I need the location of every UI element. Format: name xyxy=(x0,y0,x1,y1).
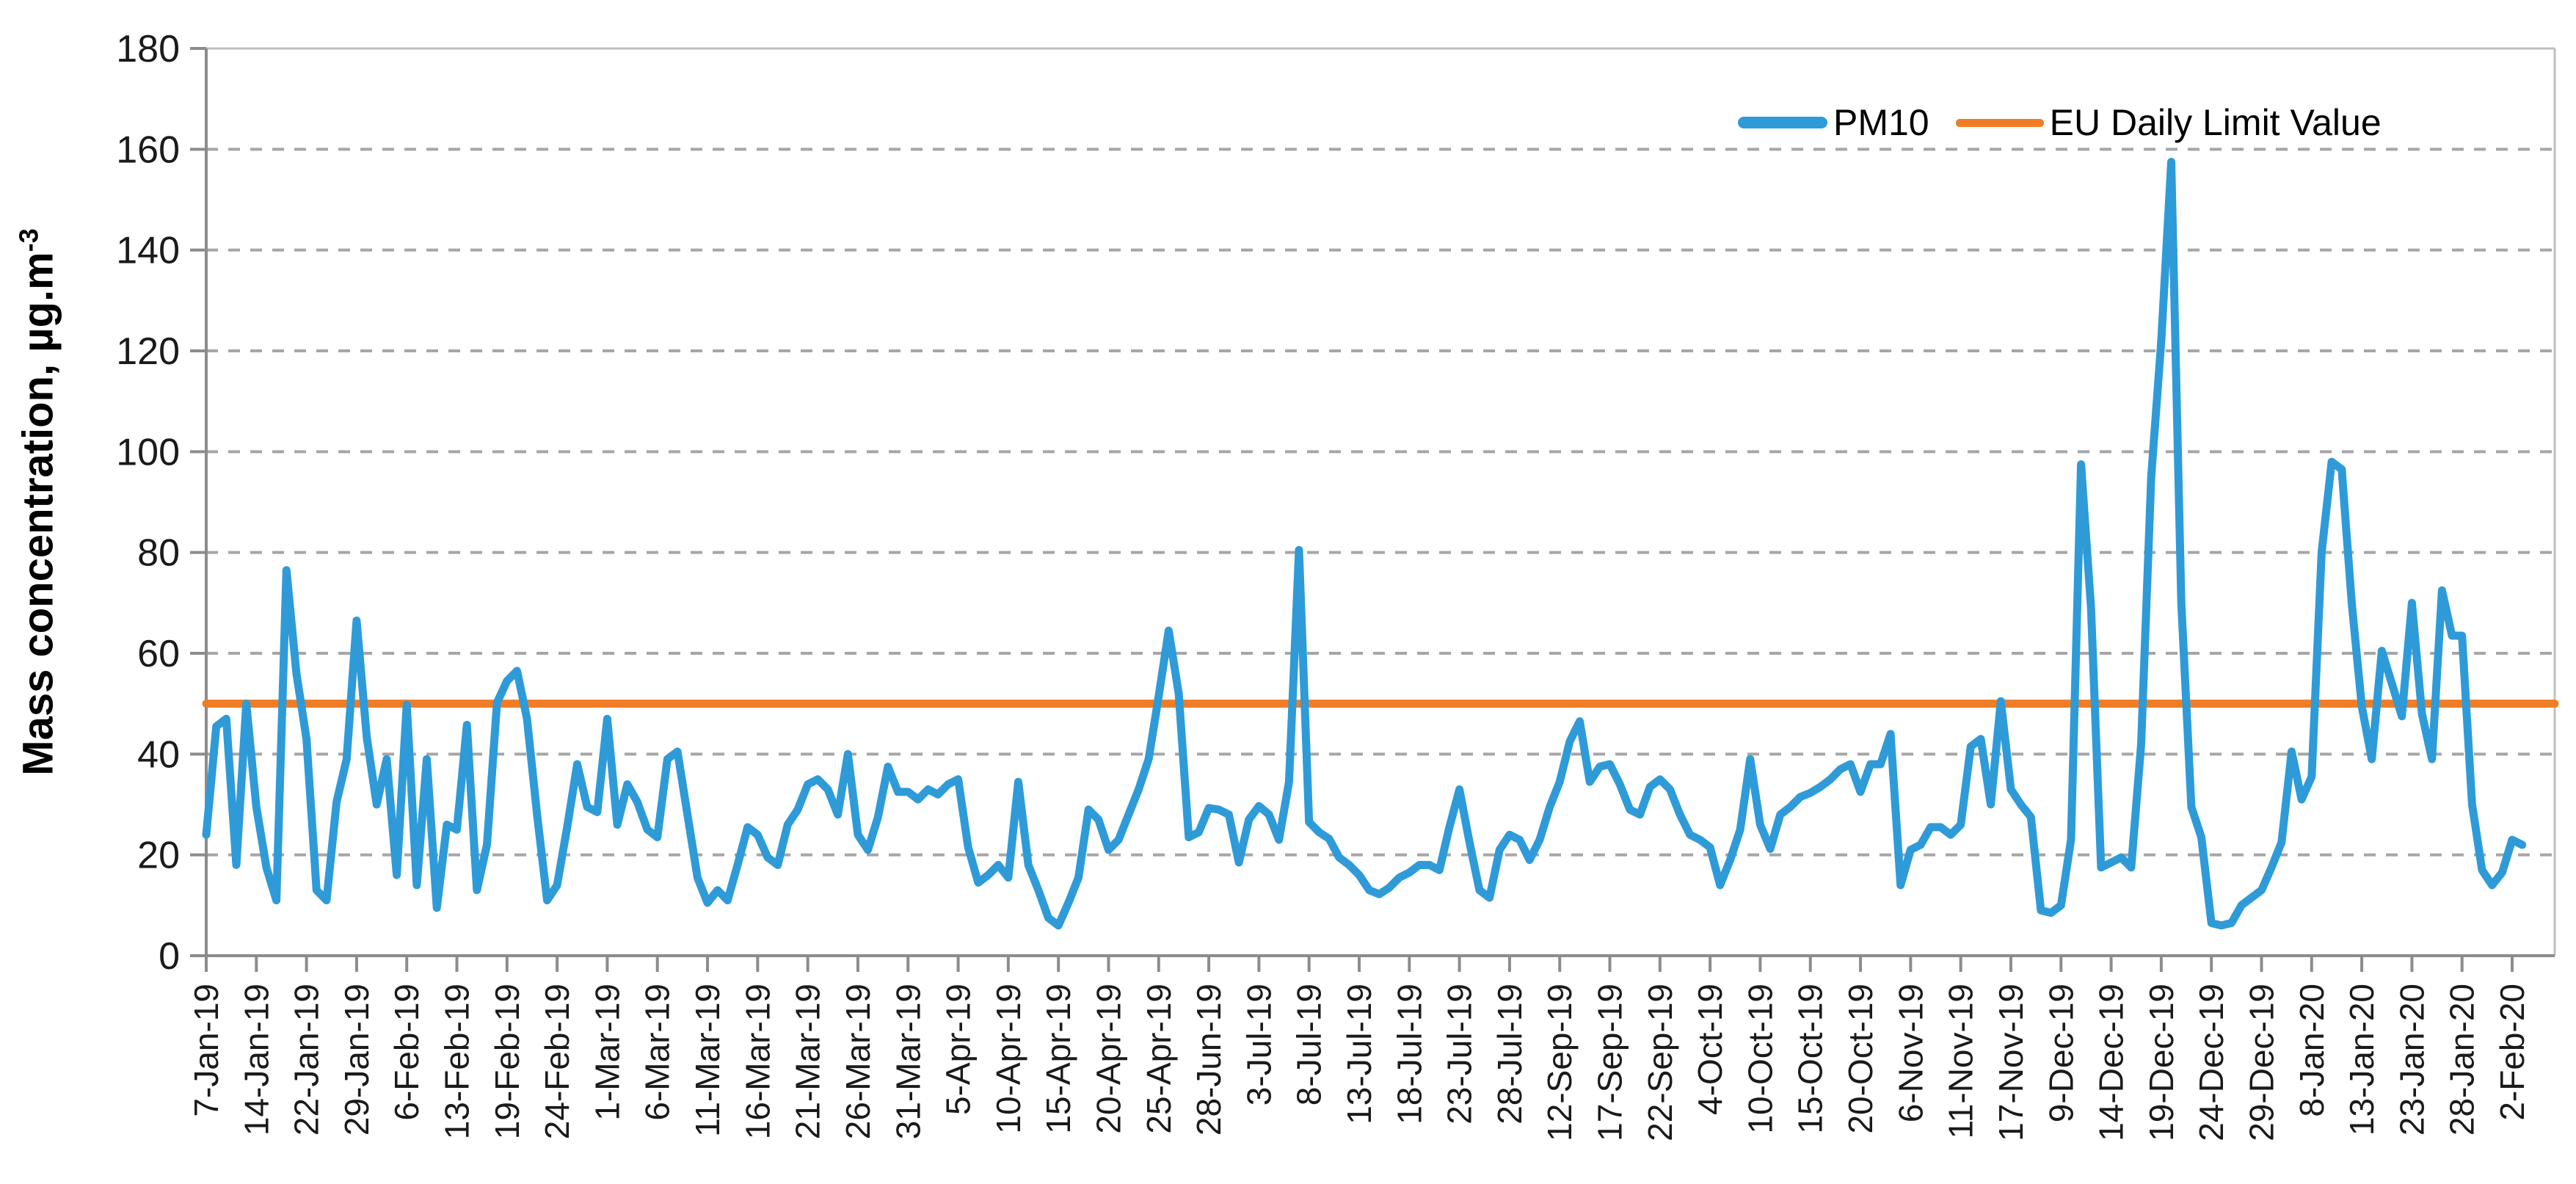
y-tick-label: 20 xyxy=(137,835,180,877)
eu-limit-line-swatch-icon xyxy=(1955,118,2044,127)
y-tick-label: 80 xyxy=(137,532,180,575)
x-tick-label: 29-Jan-19 xyxy=(338,984,376,1136)
x-tick-label: 24-Feb-19 xyxy=(538,984,576,1139)
x-tick-label: 15-Oct-19 xyxy=(1791,984,1830,1134)
pm10-series-line xyxy=(202,158,2527,930)
x-tick-label: 22-Sep-19 xyxy=(1641,984,1679,1141)
x-tick-label: 15-Apr-19 xyxy=(1039,984,1077,1134)
legend-label-eu-limit: EU Daily Limit Value xyxy=(2049,102,2382,143)
x-tick-label: 5-Apr-19 xyxy=(939,984,978,1115)
x-tick-label: 17-Sep-19 xyxy=(1591,984,1629,1141)
legend-item-eu-limit: EU Daily Limit Value xyxy=(1955,101,2382,144)
y-axis-title-text: Mass concentration, µg.m xyxy=(14,252,62,776)
x-tick-label: 20-Oct-19 xyxy=(1841,984,1880,1134)
x-tick-label: 16-Mar-19 xyxy=(738,984,776,1139)
x-tick-label: 9-Dec-19 xyxy=(2042,984,2080,1122)
x-tick-label: 6-Feb-19 xyxy=(388,984,426,1121)
x-tick-label: 23-Jul-19 xyxy=(1441,984,1479,1125)
y-axis-title-superscript: -3 xyxy=(13,228,44,253)
legend-label-pm10: PM10 xyxy=(1833,102,1929,143)
legend: PM10 EU Daily Limit Value xyxy=(1738,101,2382,144)
x-tick-label: 14-Jan-19 xyxy=(237,984,275,1136)
x-tick-label: 29-Dec-19 xyxy=(2242,984,2280,1141)
x-tick-label: 13-Jan-20 xyxy=(2343,984,2381,1136)
x-tick-label: 28-Jun-19 xyxy=(1190,984,1228,1136)
x-tick-label: 18-Jul-19 xyxy=(1390,984,1428,1125)
y-tick-label: 120 xyxy=(116,330,180,373)
x-tick-label: 1-Mar-19 xyxy=(588,984,626,1121)
x-tick-label: 12-Sep-19 xyxy=(1540,984,1579,1141)
x-tick-label: 31-Mar-19 xyxy=(889,984,927,1139)
x-tick-label: 8-Jan-20 xyxy=(2293,984,2331,1117)
x-tick-label: 25-Apr-19 xyxy=(1140,984,1178,1134)
x-tick-label: 6-Nov-19 xyxy=(1891,984,1929,1122)
y-tick-label: 180 xyxy=(116,28,180,70)
x-tick-label: 3-Jul-19 xyxy=(1240,984,1278,1105)
x-tick-label: 23-Jan-20 xyxy=(2393,984,2431,1136)
y-tick-label: 100 xyxy=(116,431,180,473)
y-axis-title: Mass concentration, µg.m-3 xyxy=(13,228,62,775)
x-tick-label: 8-Jul-19 xyxy=(1290,984,1328,1105)
x-tick-label: 20-Apr-19 xyxy=(1089,984,1127,1134)
x-tick-label: 14-Dec-19 xyxy=(2092,984,2131,1141)
y-tick-label: 160 xyxy=(116,128,180,171)
x-tick-label: 7-Jan-19 xyxy=(187,984,225,1117)
x-tick-label: 19-Dec-19 xyxy=(2142,984,2180,1141)
x-tick-label: 21-Mar-19 xyxy=(789,984,827,1139)
x-tick-label: 22-Jan-19 xyxy=(288,984,326,1136)
y-tick-label: 0 xyxy=(159,935,180,978)
x-tick-label: 13-Jul-19 xyxy=(1340,984,1378,1125)
x-tick-label: 2-Feb-20 xyxy=(2493,984,2531,1121)
y-tick-label: 40 xyxy=(137,733,180,776)
y-tick-label: 60 xyxy=(137,633,180,675)
x-tick-label: 6-Mar-19 xyxy=(638,984,677,1121)
x-tick-label: 26-Mar-19 xyxy=(839,984,877,1139)
legend-item-pm10: PM10 xyxy=(1738,101,1929,144)
x-tick-label: 11-Mar-19 xyxy=(688,984,727,1137)
x-tick-label: 24-Dec-19 xyxy=(2192,984,2230,1141)
x-tick-label: 19-Feb-19 xyxy=(488,984,526,1139)
x-tick-label: 13-Feb-19 xyxy=(438,984,476,1139)
x-tick-label: 10-Oct-19 xyxy=(1741,984,1779,1134)
x-tick-label: 4-Oct-19 xyxy=(1691,984,1729,1115)
pm10-line-swatch-icon xyxy=(1738,117,1827,128)
y-tick-label: 140 xyxy=(116,230,180,272)
x-tick-label: 11-Nov-19 xyxy=(1942,984,1980,1138)
x-tick-label: 17-Nov-19 xyxy=(1992,984,2030,1141)
x-tick-label: 10-Apr-19 xyxy=(989,984,1027,1134)
x-tick-label: 28-Jul-19 xyxy=(1491,984,1529,1125)
x-tick-label: 28-Jan-20 xyxy=(2443,984,2481,1136)
